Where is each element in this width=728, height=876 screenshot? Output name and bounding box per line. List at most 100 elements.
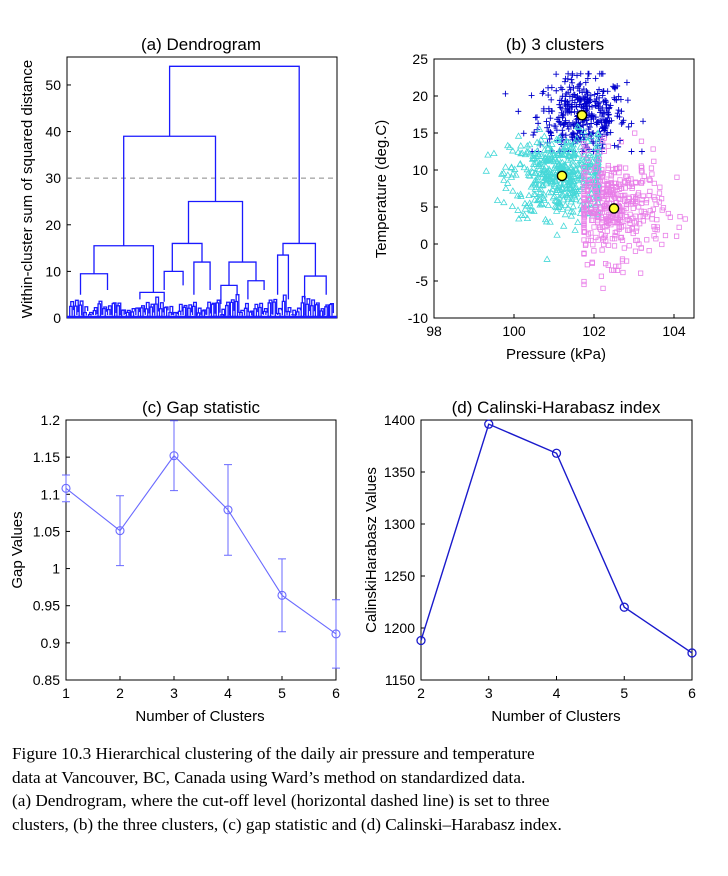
panel-a-axes-box — [66, 56, 338, 319]
cluster-3-square-marker — [627, 211, 633, 217]
dendrogram-link — [248, 311, 253, 318]
cluster-1-plus-marker — [602, 125, 609, 132]
x-tick-label: 6 — [688, 685, 696, 701]
panel-d-ch: (d) Calinski-Harabasz index 2 3 4 5 6 1150 120… — [363, 398, 697, 725]
dendrogram-link — [216, 299, 221, 313]
cluster-2-triangle-marker — [540, 196, 548, 204]
y-tick-label: -5 — [416, 273, 429, 289]
dendrogram-link — [325, 304, 330, 317]
cluster-2-triangle-marker — [540, 132, 549, 139]
cluster-1-plus-marker — [587, 92, 594, 99]
y-tick-label: 1350 — [384, 464, 415, 480]
dendrogram-link — [155, 296, 160, 312]
cluster-2-triangle-marker — [563, 193, 572, 200]
dendrogram-link — [244, 302, 249, 313]
dendrogram-link — [93, 306, 98, 315]
cluster-3-square-marker — [589, 259, 595, 265]
cluster-2-triangle-marker — [554, 161, 563, 169]
dendrogram-link — [178, 303, 183, 312]
dendrogram-link — [267, 302, 272, 318]
cluster-1-plus-marker — [553, 71, 560, 78]
cluster-2-triangle-marker — [531, 196, 539, 203]
y-tick-label: 50 — [45, 77, 61, 93]
dendrogram-link — [303, 275, 327, 300]
cluster-1-plus-marker — [531, 129, 538, 136]
dendrogram-link — [230, 299, 235, 311]
cluster-2-triangle-marker — [562, 163, 570, 170]
cluster-2-triangle-marker — [567, 207, 575, 215]
cluster-1-plus-marker — [553, 127, 560, 134]
cluster-2-triangle-marker — [484, 151, 492, 158]
panel-d-xlabel: Number of Clusters — [491, 708, 620, 725]
dendrogram-link — [211, 302, 216, 314]
dendrogram-link — [300, 302, 305, 318]
cluster-1-plus-marker — [557, 84, 564, 91]
cluster-2-triangle-marker — [526, 172, 534, 179]
cluster-3-square-marker — [624, 173, 630, 180]
x-tick-label: 100 — [502, 323, 526, 339]
cluster-1-plus-marker — [619, 119, 626, 126]
cluster-2-triangle-marker — [575, 174, 584, 181]
error-bar — [278, 558, 286, 633]
cluster-1-plus-marker — [624, 97, 631, 104]
cluster-1-plus-marker — [583, 100, 590, 107]
cluster-3-square-marker — [616, 170, 622, 176]
cluster-3-square-marker — [615, 217, 621, 223]
cluster-2-triangle-marker — [533, 138, 541, 145]
dendrogram-link — [240, 309, 245, 313]
x-tick-label: 102 — [582, 323, 606, 339]
cluster-1-plus-marker — [607, 129, 614, 136]
cluster-3-square-marker — [588, 237, 594, 244]
cluster-2-triangle-marker — [538, 181, 546, 189]
gap-series-line — [65, 454, 337, 635]
cluster-2-triangle-marker — [531, 190, 539, 198]
y-tick-label: 0.85 — [33, 672, 60, 688]
dendrogram-link — [292, 309, 297, 317]
cluster-3-square-marker — [630, 198, 636, 204]
cluster-2-triangle-marker — [507, 163, 516, 170]
cluster-1-plus-marker — [625, 123, 632, 130]
centroid-marker — [576, 109, 588, 121]
cluster-2-triangle-marker — [508, 202, 517, 210]
cluster-2-triangle-marker — [539, 170, 547, 177]
cluster-3-square-marker — [614, 191, 620, 197]
cluster-3-square-marker — [646, 192, 652, 199]
y-tick-label: 1.15 — [33, 449, 60, 465]
cluster-1-plus-marker — [623, 79, 630, 86]
cluster-3-square-marker — [592, 204, 598, 210]
y-tick-label: 20 — [45, 217, 61, 233]
cluster-3-square-marker — [626, 183, 633, 189]
dendrogram-link — [187, 200, 244, 263]
cluster-3-square-marker — [618, 139, 624, 145]
cluster-3-square-marker — [581, 164, 587, 171]
panel-b-ticks: 98 100 102 104 -10 -5 0 5 10 15 20 25 — [408, 51, 686, 339]
dendrogram-link — [136, 307, 141, 313]
cluster-1-plus-marker — [535, 120, 542, 127]
panel-c-xlabel: Number of Clusters — [135, 708, 264, 725]
cluster-3-square-marker — [650, 206, 656, 212]
cluster-3-square-marker — [649, 216, 655, 222]
cluster-2-triangle-marker — [539, 166, 548, 173]
cluster-3-square-marker — [608, 177, 614, 183]
panel-d-ylabel: CalinskiHarabasz Values — [363, 467, 380, 633]
cluster-3-square-marker — [584, 187, 591, 193]
panel-a-ylabel: Within-cluster sum of squared distance — [19, 60, 36, 318]
cluster-2-triangle-marker — [551, 202, 559, 210]
caption-line: clusters, (b) the three clusters, (c) ga… — [12, 814, 562, 834]
cluster-1-plus-marker — [640, 118, 647, 125]
cluster-3-square-marker — [626, 194, 632, 200]
cluster-1-plus-marker — [520, 130, 527, 137]
ch-point — [687, 648, 697, 658]
cluster-2-triangle-marker — [536, 139, 544, 147]
cluster-1-plus-marker — [584, 75, 591, 82]
dendrogram-link — [287, 306, 292, 313]
cluster-1-plus-marker — [579, 89, 586, 96]
cluster-2-triangle-marker — [518, 211, 526, 219]
dendrogram-link — [107, 305, 112, 315]
cluster-2-triangle-marker — [551, 177, 560, 185]
cluster-1-plus-marker — [618, 108, 625, 115]
cluster-2-triangle-marker — [501, 163, 510, 170]
panel-c-series — [61, 420, 341, 669]
y-tick-label: 30 — [45, 170, 61, 186]
x-tick-label: 1 — [62, 685, 70, 701]
